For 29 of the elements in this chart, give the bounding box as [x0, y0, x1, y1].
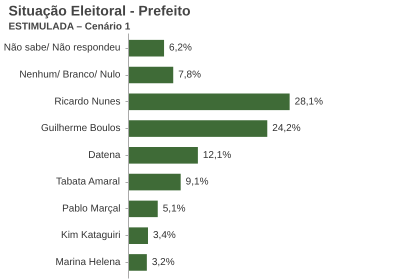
bar	[128, 93, 290, 110]
data-label: 12,1%	[202, 150, 232, 161]
y-tick-label: Kim Kataguiri	[61, 230, 120, 242]
bar	[128, 40, 164, 57]
data-label: 6,2%	[169, 42, 192, 54]
bar	[128, 174, 181, 190]
y-tick-label: Marina Helena	[55, 256, 121, 268]
y-tick-label: Pablo Marçal	[62, 203, 120, 214]
data-label: 3,2%	[152, 256, 175, 268]
y-tick-label: Datena	[88, 150, 121, 161]
data-label: 5,1%	[162, 203, 186, 214]
data-label: 9,1%	[186, 176, 209, 188]
y-tick-label: Tabata Amaral	[56, 176, 120, 188]
bar	[128, 120, 268, 137]
data-label: 24,2%	[272, 123, 301, 134]
y-tick-label: Guilherme Boulos	[41, 123, 120, 134]
bar	[128, 200, 158, 218]
bar	[128, 227, 148, 244]
bar	[128, 66, 174, 84]
chart-title: Situação Eleitoral - Prefeito	[8, 2, 191, 18]
bar	[128, 254, 147, 271]
data-label: 7,8%	[178, 70, 202, 81]
chart-subtitle: ESTIMULADA – Cenário 1	[8, 22, 131, 32]
data-label: 3,4%	[153, 230, 176, 242]
y-tick-label: Não sabe/ Não respondeu	[4, 42, 120, 54]
y-tick-label: Ricardo Nunes	[54, 96, 121, 108]
bar	[128, 147, 198, 164]
data-label: 28,1%	[294, 96, 324, 108]
y-tick-label: Nenhum/ Branco/ Nulo	[19, 70, 121, 81]
